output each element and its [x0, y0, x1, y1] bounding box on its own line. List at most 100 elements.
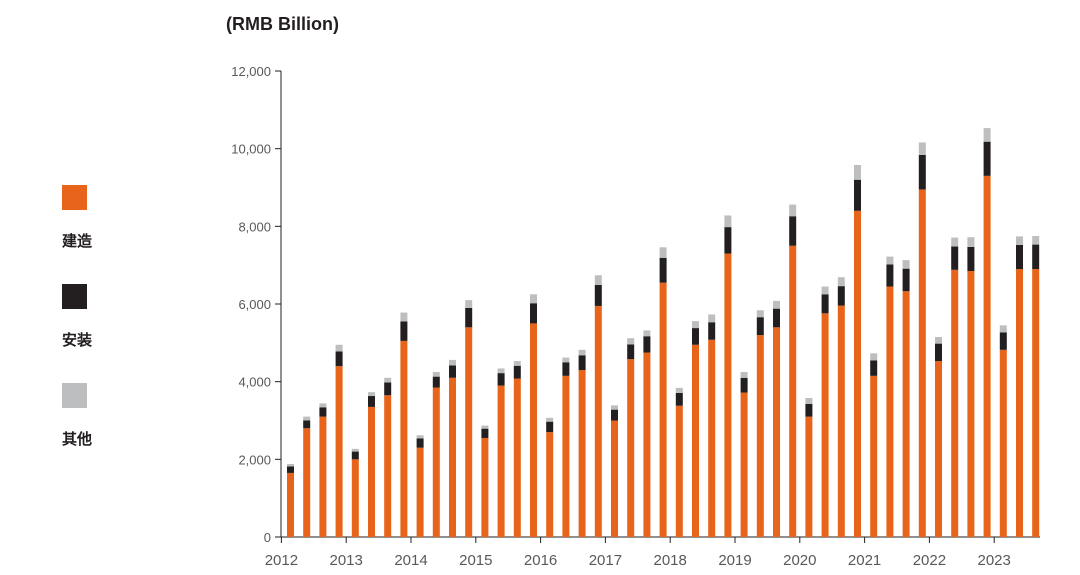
bar-segment-installation [481, 428, 489, 438]
x-tick-label: 2013 [330, 552, 363, 569]
bar-segment-other [740, 371, 748, 378]
bar-segment-installation [530, 303, 537, 324]
bar-segment-construction [773, 327, 780, 537]
bar-segment-construction [951, 269, 959, 537]
bar-segment-installation [692, 328, 699, 345]
y-tick-label: 0 [264, 530, 271, 545]
bar-segment-installation [951, 246, 959, 270]
bar-segment-other [513, 361, 521, 366]
bar-segment-installation [918, 154, 926, 190]
x-tick-label: 2019 [718, 552, 751, 569]
bar-segment-installation [789, 216, 797, 246]
bar-segment-construction [821, 313, 829, 537]
x-tick-label: 2018 [654, 552, 687, 569]
bar-segment-other [773, 300, 780, 309]
bar-segment-installation [1016, 244, 1023, 270]
bar-segment-other [594, 275, 602, 285]
bar-segment-other [627, 338, 635, 345]
legend-swatch-construction [62, 185, 87, 210]
bar-segment-installation [1032, 244, 1040, 270]
x-tick-label: 2020 [783, 552, 816, 569]
bar-segment-construction [805, 416, 813, 537]
bar-segment-other [789, 204, 797, 217]
x-tick-label: 2014 [394, 552, 427, 569]
bar-segment-installation [287, 466, 294, 473]
bar-segment-construction [983, 175, 991, 537]
bar-segment-construction [497, 385, 505, 537]
bar-segment-construction [854, 210, 861, 538]
bar-segment-installation [708, 322, 716, 340]
bar-segment-installation [449, 365, 456, 378]
bar-segment-construction [967, 270, 975, 537]
bar-segment-other [951, 237, 959, 247]
bar-segment-construction [1016, 269, 1023, 537]
bar-segment-construction [530, 323, 537, 537]
bar-segment-other [432, 371, 440, 377]
bar-segment-other [319, 403, 327, 408]
bar-segment-construction [724, 253, 732, 537]
bar-segment-installation [870, 360, 878, 376]
bar-segment-installation [351, 451, 359, 460]
y-tick-label: 6,000 [238, 297, 271, 312]
bar-segment-construction [627, 359, 635, 537]
x-tick-label: 2017 [589, 552, 622, 569]
legend-item-other: 其他 [62, 383, 122, 449]
bar-segment-other [1032, 236, 1040, 245]
legend-item-installation: 安装 [62, 284, 122, 350]
legend-swatch-installation [62, 284, 87, 309]
bar-segment-other [708, 314, 716, 323]
bar-segment-other [821, 286, 829, 295]
bar-segment-construction [918, 189, 926, 538]
bar-segment-other [449, 359, 456, 366]
bar-segment-other [692, 321, 699, 329]
bar-segment-other [416, 435, 424, 439]
bar-segment-construction [594, 305, 602, 537]
bar-segment-installation [854, 179, 861, 211]
bar-segment-construction [562, 375, 570, 537]
bar-segment-construction [368, 406, 375, 537]
bar-segment-construction [416, 447, 424, 537]
bar-segment-other [837, 277, 845, 287]
bar-segment-construction [465, 327, 473, 537]
bar-segment-other [983, 128, 991, 142]
bar-segment-other [675, 387, 683, 393]
bar-segment-installation [465, 307, 473, 328]
bar-segment-other [659, 247, 667, 258]
bar-segment-other [886, 256, 894, 265]
bar-segment-installation [335, 351, 343, 367]
bar-segment-other [562, 357, 570, 363]
x-tick-label: 2023 [978, 552, 1011, 569]
bar-segment-other [854, 164, 861, 180]
bar-segment-installation [773, 308, 780, 328]
bar-segment-other [902, 260, 910, 269]
bar-segment-installation [724, 227, 732, 254]
bar-segment-installation [384, 382, 392, 396]
bar-segment-installation [562, 362, 570, 376]
legend-swatch-other [62, 383, 87, 408]
bar-segment-other [805, 397, 813, 404]
bar-segment-construction [384, 395, 392, 537]
bar-segment-other [870, 353, 878, 361]
y-tick-label: 2,000 [238, 452, 271, 467]
bar-segment-other [643, 330, 651, 337]
bar-segment-construction [578, 370, 586, 537]
bar-segment-construction [708, 339, 716, 537]
bar-segment-construction [935, 361, 942, 537]
bar-segment-other [935, 337, 942, 344]
bar-segment-installation [805, 403, 813, 417]
bar-segment-installation [303, 420, 311, 429]
bar-segment-construction [643, 352, 651, 537]
bar-segment-other [481, 425, 489, 429]
bar-segment-other [303, 416, 311, 421]
bar-segment-construction [319, 416, 327, 537]
bar-segment-installation [578, 355, 586, 371]
bar-segment-construction [287, 472, 294, 537]
bar-segment-installation [886, 264, 894, 287]
bar-segment-other [918, 142, 926, 155]
x-tick-label: 2015 [459, 552, 492, 569]
bar-segment-installation [400, 321, 408, 341]
bar-segment-construction [351, 459, 359, 537]
bar-segment-construction [740, 392, 748, 537]
y-tick-label: 4,000 [238, 375, 271, 390]
bar-segment-other [400, 312, 408, 322]
